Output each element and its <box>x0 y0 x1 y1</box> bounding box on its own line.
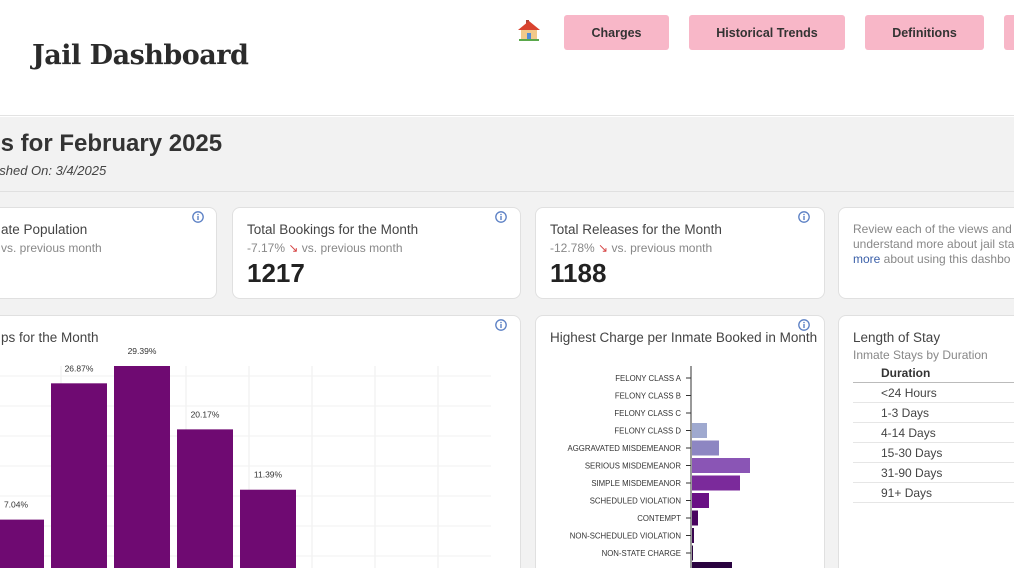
bar <box>692 475 740 491</box>
home-icon[interactable] <box>517 18 541 42</box>
chart-title: ps for the Month <box>1 330 99 345</box>
bar <box>692 440 719 456</box>
review-line: understand more about jail sta <box>853 237 1014 251</box>
bar <box>114 366 170 568</box>
category-label: SIMPLE MISDEMEANOR <box>591 479 681 488</box>
info-icon[interactable] <box>495 319 507 331</box>
category-label: FELONY CLASS C <box>614 409 681 418</box>
info-icon[interactable] <box>192 211 204 223</box>
kpi-title: Total Releases for the Month <box>550 222 722 237</box>
kpi-sub: vs. previous month <box>301 241 403 255</box>
kpi-value: 1217 <box>247 258 305 288</box>
kpi-change-value: -7.17% <box>247 241 286 255</box>
kpi-card-population: ate Population vs. previous month <box>0 207 217 299</box>
kpi-title: ate Population <box>1 222 88 237</box>
review-text: Review each of the views and understand … <box>853 222 1014 267</box>
category-label: NON-SCHEDULED VIOLATION <box>570 532 681 541</box>
category-label: CONTEMPT <box>637 514 681 523</box>
los-row: 4-14 Days <box>853 423 1014 443</box>
review-line-rest: about using this dashbo <box>880 252 1011 266</box>
los-subtitle: Inmate Stays by Duration <box>853 348 988 362</box>
bar <box>692 493 709 508</box>
kpi-change-value: -12.78% <box>550 241 595 255</box>
bar-label: 26.87% <box>65 363 94 373</box>
chart-title: Highest Charge per Inmate Booked in Mont… <box>550 330 818 345</box>
review-line: Review each of the views and <box>853 222 1012 236</box>
category-label: FELONY CLASS D <box>614 427 681 436</box>
category-label: NON-STATE CHARGE <box>602 549 681 558</box>
kpi-title: Total Bookings for the Month <box>247 222 419 237</box>
los-table: Duration <24 Hours 1-3 Days 4-14 Days 15… <box>853 363 1014 503</box>
bar <box>692 545 693 561</box>
groups-bar-chart: 7.04% 26.87% 29.39% 20.17% 11.39% <box>0 346 491 568</box>
bar <box>177 429 233 568</box>
bar-label: 20.17% <box>191 409 220 419</box>
bar <box>0 519 44 568</box>
groups-chart-card: ps for the Month 7.04% 26.87% 29.39% 20.17%… <box>0 315 521 568</box>
length-of-stay-card: Length of Stay Inmate Stays by Duration … <box>838 315 1014 568</box>
kpi-sub: vs. previous month <box>611 241 713 255</box>
bar-label: 29.39% <box>128 346 157 356</box>
nav-more-button[interactable] <box>1004 15 1014 50</box>
los-header: Duration <box>853 363 1014 383</box>
kpi-change: -7.17% ↘ vs. previous month <box>247 241 403 255</box>
nav-definitions-button[interactable]: Definitions <box>865 15 984 50</box>
category-label: SCHEDULED VIOLATION <box>590 497 681 506</box>
los-title: Length of Stay <box>853 330 941 345</box>
divider <box>0 191 1014 192</box>
review-card: Review each of the views and understand … <box>838 207 1014 299</box>
category-label: SERIOUS MISDEMEANOR <box>585 462 682 471</box>
bar <box>692 458 750 473</box>
top-header: Jail Dashboard Charges Historical Trends… <box>0 0 1014 116</box>
bar <box>692 423 707 438</box>
charge-bar-chart: FELONY CLASS A FELONY CLASS B FELONY CLASS… <box>568 366 750 568</box>
info-icon[interactable] <box>798 319 810 331</box>
category-label: AGGRAVATED MISDEMEANOR <box>568 444 682 453</box>
bar <box>51 383 107 568</box>
trend-down-icon: ↘ <box>288 241 299 255</box>
more-link[interactable]: more <box>853 252 881 266</box>
trend-down-icon: ↘ <box>598 241 609 255</box>
category-label: FELONY CLASS B <box>615 392 681 401</box>
app-title: Jail Dashboard <box>32 40 249 71</box>
kpi-sub: vs. previous month <box>1 241 102 255</box>
los-row: <24 Hours <box>853 383 1014 403</box>
kpi-card-bookings: Total Bookings for the Month -7.17% ↘ vs… <box>232 207 521 299</box>
refreshed-date: eshed On: 3/4/2025 <box>0 163 107 178</box>
page-title: is for February 2025 <box>0 130 223 157</box>
category-label: FELONY CLASS A <box>615 374 682 383</box>
review-line: more about using this dashbo <box>853 252 1014 267</box>
los-row: 31-90 Days <box>853 463 1014 483</box>
bar-label: 7.04% <box>4 500 29 510</box>
los-row: 15-30 Days <box>853 443 1014 463</box>
nav-charges-button[interactable]: Charges <box>564 15 669 50</box>
kpi-change: -12.78% ↘ vs. previous month <box>550 241 712 255</box>
charge-chart-card: Highest Charge per Inmate Booked in Mont… <box>535 315 825 568</box>
kpi-value: 1188 <box>550 258 607 288</box>
los-row: 1-3 Days <box>853 403 1014 423</box>
bar <box>692 528 694 543</box>
bar-label: 11.39% <box>254 470 283 480</box>
bar <box>692 562 732 568</box>
kpi-card-releases: Total Releases for the Month -12.78% ↘ v… <box>535 207 825 299</box>
main-content: is for February 2025 eshed On: 3/4/2025 … <box>0 117 1014 568</box>
info-icon[interactable] <box>495 211 507 223</box>
bar <box>692 510 698 526</box>
info-icon[interactable] <box>798 211 810 223</box>
los-row: 91+ Days <box>853 483 1014 503</box>
nav-historical-trends-button[interactable]: Historical Trends <box>689 15 845 50</box>
bar <box>240 489 296 568</box>
